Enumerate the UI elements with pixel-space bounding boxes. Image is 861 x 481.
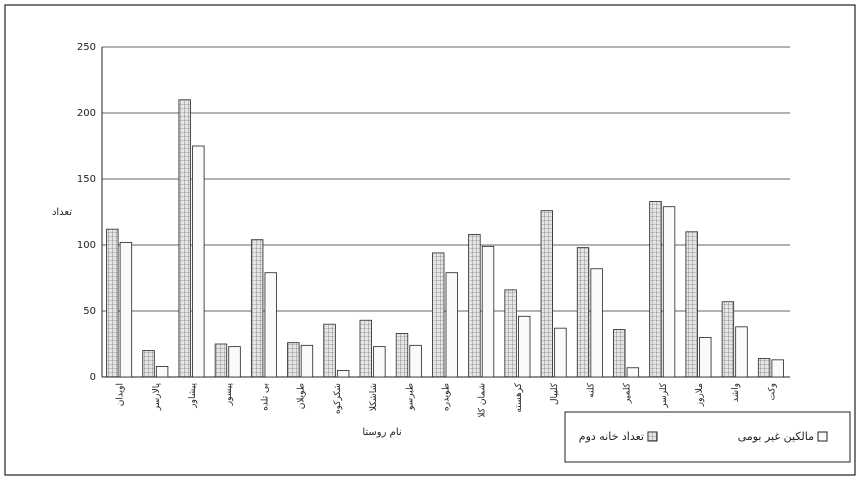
x-tick-label: طویلان <box>297 383 307 409</box>
bar <box>735 326 748 378</box>
x-tick-label: کرهسته <box>514 382 524 412</box>
bar-texture <box>613 329 626 377</box>
bar <box>373 346 386 378</box>
bar <box>264 272 277 378</box>
x-tick-label: کلمیر <box>623 382 633 404</box>
x-tick-label: واشد <box>731 383 741 402</box>
bar-texture <box>359 320 372 377</box>
x-axis-label: نام روستا <box>362 427 401 438</box>
x-tick-label: ملاروز <box>695 383 705 407</box>
bar-texture <box>649 201 662 377</box>
bar-texture <box>758 358 770 377</box>
legend-label: تعداد خانه دوم <box>579 430 644 443</box>
x-tick-label: کلرسر <box>659 382 669 408</box>
bar-texture <box>215 344 227 377</box>
legend-box <box>564 411 851 463</box>
x-tick-label: بی تلده <box>260 383 270 411</box>
frame <box>4 4 856 476</box>
x-tick-label: پیسور <box>224 383 234 407</box>
bar-texture <box>541 210 553 377</box>
x-tick-label: وکت <box>767 383 777 400</box>
bar <box>155 366 169 378</box>
bar <box>699 336 712 378</box>
bar <box>445 272 458 378</box>
x-tick-label: طویدره <box>442 383 452 411</box>
x-tick-label: شمان کلا <box>478 383 488 418</box>
x-tick-label: شاشکلا <box>369 383 379 411</box>
bar-texture <box>504 289 517 377</box>
bar <box>554 327 567 378</box>
bar <box>662 206 676 378</box>
x-tick-label: پیشاور <box>188 383 198 409</box>
y-axis-label: تعداد <box>52 207 72 218</box>
y-tick-label: 200 <box>77 108 96 119</box>
bar-texture <box>577 247 589 377</box>
x-tick-label: طبرسو <box>405 383 415 411</box>
bar <box>192 145 205 378</box>
bar <box>771 359 784 378</box>
bar-texture <box>178 99 191 378</box>
bar <box>228 346 241 378</box>
bar <box>300 344 314 378</box>
bar <box>626 367 640 378</box>
bar-texture <box>432 252 444 377</box>
legend-texture <box>648 432 657 441</box>
y-tick-label: 250 <box>77 42 96 53</box>
bar <box>481 245 495 378</box>
bar-texture <box>323 324 336 377</box>
bar <box>409 344 422 378</box>
bar-texture <box>722 301 734 377</box>
legend-swatch <box>817 431 828 442</box>
y-tick-label: 150 <box>77 174 96 185</box>
legend-label: مالکین غیر بومی <box>738 430 814 443</box>
x-tick-label: کلنه <box>586 382 596 398</box>
bar <box>336 369 350 378</box>
bar <box>518 315 531 378</box>
bar-texture <box>685 231 698 377</box>
bar-texture <box>251 239 263 377</box>
bar-texture <box>468 234 481 377</box>
x-tick-label: پالارسر <box>152 383 162 412</box>
bar-texture <box>287 342 300 377</box>
x-tick-label: شکرکوه <box>333 383 343 414</box>
x-tick-label: کلیپال <box>550 382 560 405</box>
y-tick-label: 100 <box>77 240 96 251</box>
y-tick-label: 50 <box>83 306 96 317</box>
bar-texture <box>106 229 119 377</box>
bar <box>590 268 603 378</box>
x-tick-label: اویدان <box>116 383 126 406</box>
bar-texture <box>142 350 155 377</box>
bar-texture <box>396 333 408 377</box>
y-tick-label: 0 <box>90 372 96 383</box>
bar <box>119 241 133 378</box>
